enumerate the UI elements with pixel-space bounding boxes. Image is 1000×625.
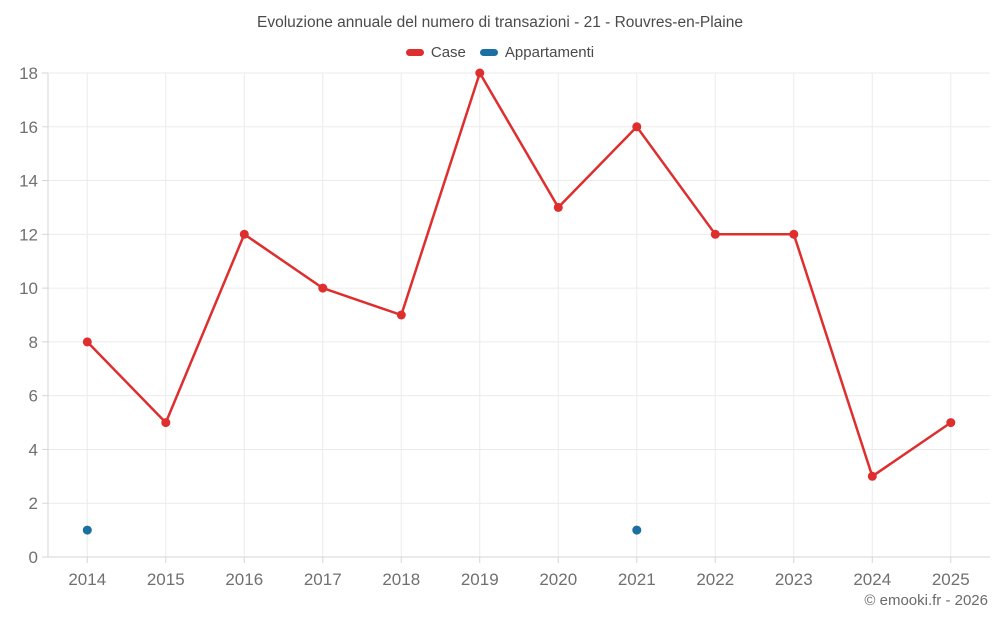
x-tick-label: 2021: [618, 570, 656, 589]
data-point-case-2015[interactable]: [161, 418, 171, 428]
x-tick-label: 2022: [696, 570, 734, 589]
legend: Case Appartamenti: [0, 44, 1000, 61]
legend-swatch-case-icon: [405, 49, 424, 56]
data-point-appartamenti-2021[interactable]: [632, 525, 642, 535]
y-tick-label: 14: [19, 172, 38, 191]
x-tick-label: 2024: [853, 570, 891, 589]
x-tick-label: 2023: [775, 570, 813, 589]
chart-title: Evoluzione annuale del numero di transaz…: [257, 14, 743, 31]
y-tick-label: 10: [19, 279, 38, 298]
series-line-case: [86, 71, 953, 478]
legend-swatch-appartamenti-icon: [479, 49, 498, 56]
x-tick-label: 2019: [461, 570, 499, 589]
x-tick-label: 2020: [539, 570, 577, 589]
x-tick-label: 2017: [304, 570, 342, 589]
data-point-case-2017[interactable]: [318, 283, 328, 293]
data-point-case-2018[interactable]: [396, 310, 406, 320]
data-point-case-2016[interactable]: [239, 229, 249, 239]
y-tick-label: 8: [29, 333, 38, 352]
y-tick-label: 4: [29, 440, 38, 459]
legend-label-appartamenti: Appartamenti: [504, 44, 595, 61]
y-tick-label: 0: [29, 548, 38, 567]
data-point-case-2014[interactable]: [82, 337, 92, 347]
legend-label-case: Case: [430, 44, 466, 61]
y-tick-label: 2: [29, 494, 38, 513]
data-point-case-2022[interactable]: [710, 229, 720, 239]
x-tick-label: 2015: [147, 570, 185, 589]
data-point-case-2024[interactable]: [867, 471, 877, 481]
x-tick-label: 2016: [225, 570, 263, 589]
y-tick-label: 12: [19, 225, 38, 244]
x-tick-label: 2014: [68, 570, 106, 589]
data-point-appartamenti-2014[interactable]: [82, 525, 92, 535]
legend-item-case[interactable]: Case: [405, 44, 466, 61]
legend-item-appartamenti[interactable]: Appartamenti: [479, 44, 595, 61]
y-tick-label: 18: [19, 64, 38, 83]
copyright: © emooki.fr - 2026: [864, 592, 988, 609]
data-point-case-2021[interactable]: [632, 122, 642, 132]
y-tick-label: 6: [29, 387, 38, 406]
data-point-case-2025[interactable]: [946, 418, 956, 428]
data-point-case-2023[interactable]: [789, 229, 799, 239]
y-tick-label: 16: [19, 118, 38, 137]
x-tick-label: 2025: [932, 570, 970, 589]
data-point-case-2020[interactable]: [553, 202, 563, 212]
x-tick-label: 2018: [382, 570, 420, 589]
data-point-case-2019[interactable]: [475, 68, 485, 78]
